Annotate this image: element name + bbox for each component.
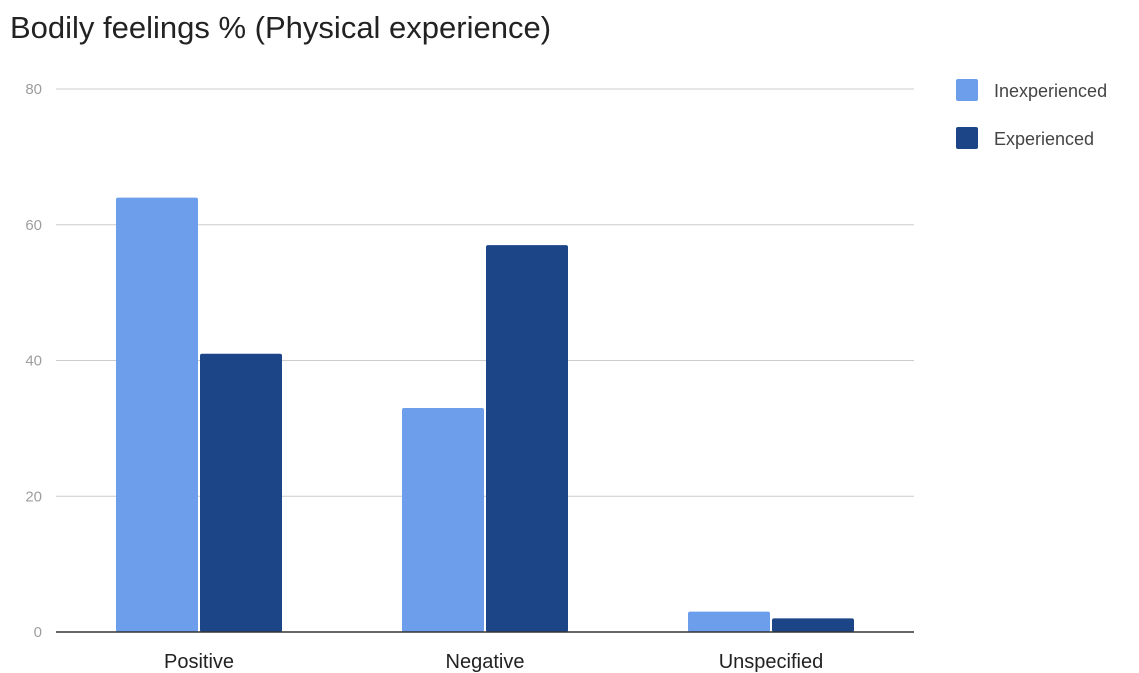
- y-tick-label: 80: [25, 81, 42, 98]
- legend-swatch-inexperienced: [956, 79, 978, 101]
- legend-label-experienced: Experienced: [994, 129, 1094, 149]
- gridlines: [56, 88, 914, 497]
- x-axis-labels: Positive Negative Unspecified: [164, 651, 823, 673]
- x-category-label: Unspecified: [719, 651, 824, 673]
- bar-inexperienced-unspecified: [688, 611, 770, 632]
- x-category-label: Positive: [164, 651, 234, 673]
- y-tick-label: 20: [25, 488, 42, 505]
- legend: Inexperienced Experienced: [956, 79, 1107, 149]
- bar-inexperienced-negative: [402, 408, 484, 632]
- bars: [116, 197, 854, 633]
- y-tick-label: 60: [25, 217, 42, 234]
- chart-title: Bodily feelings % (Physical experience): [10, 10, 552, 45]
- y-tick-label: 40: [25, 353, 42, 370]
- y-tick-label: 0: [34, 624, 42, 641]
- legend-swatch-experienced: [956, 127, 978, 149]
- y-axis-ticks: 0 20 40 60 80: [25, 81, 42, 641]
- bar-experienced-negative: [486, 245, 568, 633]
- bar-inexperienced-positive: [116, 197, 198, 632]
- x-category-label: Negative: [446, 651, 525, 673]
- bar-experienced-unspecified: [772, 618, 854, 632]
- legend-label-inexperienced: Inexperienced: [994, 81, 1107, 101]
- bar-experienced-positive: [200, 353, 282, 632]
